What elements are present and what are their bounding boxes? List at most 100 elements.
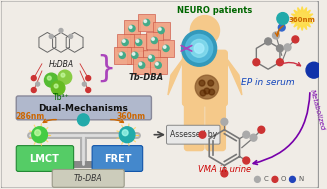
Circle shape xyxy=(123,40,125,42)
Circle shape xyxy=(77,114,89,126)
Circle shape xyxy=(190,15,219,45)
Circle shape xyxy=(164,46,166,48)
FancyArrowPatch shape xyxy=(111,119,124,122)
FancyBboxPatch shape xyxy=(146,32,163,49)
Circle shape xyxy=(148,55,154,61)
Circle shape xyxy=(136,39,142,46)
Circle shape xyxy=(35,130,41,136)
Text: VMA in urine: VMA in urine xyxy=(198,165,251,174)
Text: C: C xyxy=(263,176,268,182)
Circle shape xyxy=(122,130,128,136)
Circle shape xyxy=(132,53,135,55)
Circle shape xyxy=(221,170,228,177)
FancyBboxPatch shape xyxy=(16,96,151,120)
Polygon shape xyxy=(290,7,314,30)
FancyBboxPatch shape xyxy=(117,34,133,51)
Circle shape xyxy=(152,38,154,40)
Text: 360nm: 360nm xyxy=(116,112,146,121)
Circle shape xyxy=(31,76,36,81)
Circle shape xyxy=(139,63,142,65)
Circle shape xyxy=(306,62,322,78)
Circle shape xyxy=(49,34,53,38)
FancyBboxPatch shape xyxy=(158,40,174,57)
FancyArrowPatch shape xyxy=(281,63,301,66)
Circle shape xyxy=(139,62,145,68)
Circle shape xyxy=(181,30,216,66)
Circle shape xyxy=(36,82,40,86)
Polygon shape xyxy=(224,55,242,95)
Circle shape xyxy=(61,73,65,77)
Circle shape xyxy=(250,134,257,141)
FancyBboxPatch shape xyxy=(143,50,160,67)
FancyBboxPatch shape xyxy=(1,1,319,188)
FancyBboxPatch shape xyxy=(114,47,130,64)
Text: 360nm: 360nm xyxy=(289,17,316,22)
FancyBboxPatch shape xyxy=(133,57,150,74)
Circle shape xyxy=(243,157,250,164)
Circle shape xyxy=(31,88,36,92)
Circle shape xyxy=(159,28,161,30)
Text: Metabolized: Metabolized xyxy=(309,88,326,131)
Text: O: O xyxy=(281,176,286,182)
Circle shape xyxy=(129,26,132,29)
Circle shape xyxy=(243,131,250,138)
Circle shape xyxy=(120,53,122,55)
Circle shape xyxy=(253,59,260,66)
FancyBboxPatch shape xyxy=(150,57,166,74)
FancyBboxPatch shape xyxy=(182,50,227,106)
FancyBboxPatch shape xyxy=(184,100,204,151)
FancyArrowPatch shape xyxy=(275,26,283,36)
Circle shape xyxy=(129,25,135,32)
Circle shape xyxy=(278,24,285,31)
Circle shape xyxy=(289,176,295,182)
Text: Dual-Mechanisms: Dual-Mechanisms xyxy=(38,104,128,113)
Circle shape xyxy=(277,59,283,66)
Circle shape xyxy=(51,81,65,95)
Circle shape xyxy=(208,80,214,86)
Circle shape xyxy=(136,40,139,42)
Text: LMCT: LMCT xyxy=(29,153,60,163)
Text: 286nm: 286nm xyxy=(15,112,44,121)
Text: Tb-DBA: Tb-DBA xyxy=(74,174,103,183)
Circle shape xyxy=(47,76,51,80)
Circle shape xyxy=(58,70,72,84)
Circle shape xyxy=(119,52,125,58)
FancyArrowPatch shape xyxy=(253,93,310,164)
Circle shape xyxy=(82,82,86,86)
Circle shape xyxy=(199,131,206,138)
FancyArrowPatch shape xyxy=(43,119,56,122)
Circle shape xyxy=(204,88,210,94)
FancyBboxPatch shape xyxy=(130,34,147,51)
Text: FRET: FRET xyxy=(104,153,131,163)
FancyBboxPatch shape xyxy=(200,44,210,54)
Circle shape xyxy=(265,38,271,45)
Circle shape xyxy=(86,76,91,81)
Circle shape xyxy=(132,52,138,58)
Polygon shape xyxy=(168,55,185,95)
FancyBboxPatch shape xyxy=(52,170,124,187)
Circle shape xyxy=(190,40,208,57)
Circle shape xyxy=(54,84,58,88)
Circle shape xyxy=(277,13,288,25)
Circle shape xyxy=(69,34,73,38)
Circle shape xyxy=(119,127,135,143)
FancyBboxPatch shape xyxy=(92,146,143,171)
Text: N: N xyxy=(298,176,303,182)
Circle shape xyxy=(195,75,218,99)
Circle shape xyxy=(86,88,91,92)
Circle shape xyxy=(258,126,265,133)
Text: }: } xyxy=(96,54,115,83)
FancyBboxPatch shape xyxy=(153,22,169,39)
Circle shape xyxy=(158,27,164,34)
Text: NEURO patients: NEURO patients xyxy=(177,6,252,15)
Circle shape xyxy=(163,45,169,51)
Text: H₂DBA: H₂DBA xyxy=(48,60,74,69)
Circle shape xyxy=(155,62,161,68)
FancyBboxPatch shape xyxy=(138,14,155,31)
Circle shape xyxy=(44,73,58,87)
FancyBboxPatch shape xyxy=(124,20,140,37)
Circle shape xyxy=(185,34,213,62)
FancyBboxPatch shape xyxy=(16,146,74,171)
Circle shape xyxy=(272,176,278,182)
Text: Tb³⁺: Tb³⁺ xyxy=(53,93,69,102)
